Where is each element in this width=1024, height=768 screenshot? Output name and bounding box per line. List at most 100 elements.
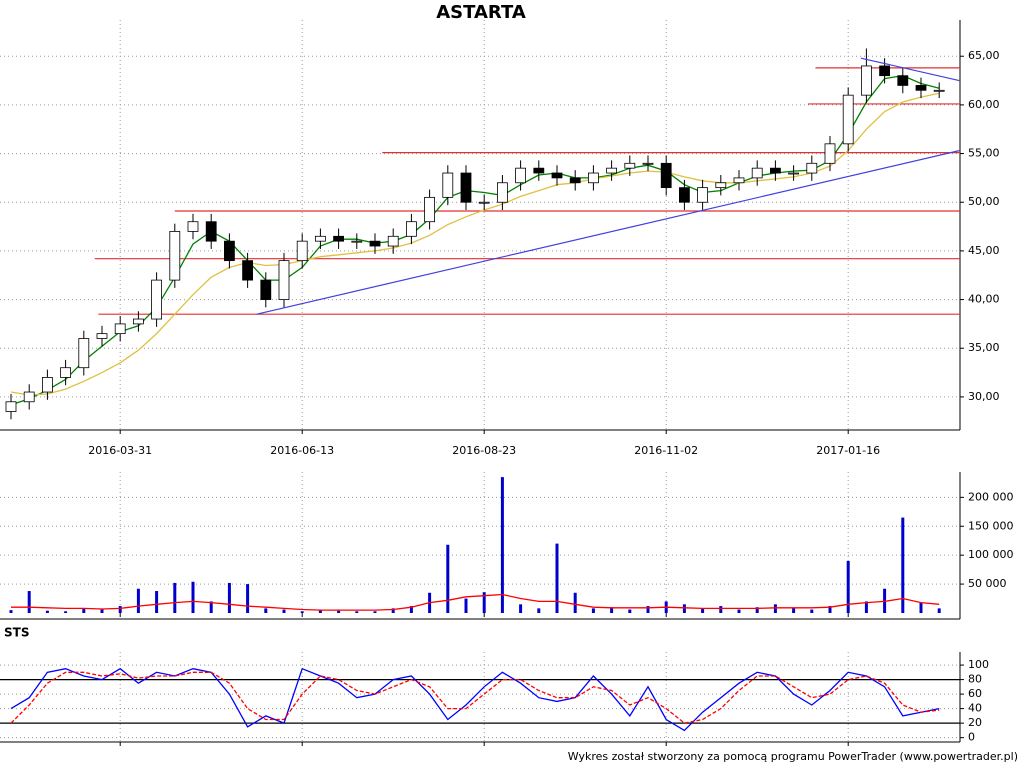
y-tick-label: 200 000 bbox=[968, 490, 1014, 503]
volume-bar bbox=[191, 581, 195, 613]
y-tick-label: 80 bbox=[968, 673, 982, 686]
candle-body bbox=[660, 162, 672, 189]
candle-body bbox=[42, 377, 53, 393]
candle-body bbox=[296, 240, 308, 262]
candle-body bbox=[223, 240, 235, 262]
volume-bar bbox=[373, 611, 377, 613]
volume-bar bbox=[264, 608, 268, 613]
volume-bar bbox=[409, 606, 413, 613]
y-tick-label: 0 bbox=[968, 731, 975, 744]
y-tick-label: 30,00 bbox=[968, 390, 1000, 403]
x-tick-label: 2016-03-31 bbox=[88, 444, 152, 457]
candle-body bbox=[260, 279, 272, 300]
footer: Wykres został stworzony za pomocą progra… bbox=[568, 750, 1018, 763]
volume-bar bbox=[45, 610, 49, 613]
candle-body bbox=[151, 279, 163, 320]
volume-bar bbox=[682, 604, 686, 613]
candle-body bbox=[23, 391, 35, 403]
volume-bar bbox=[246, 584, 250, 613]
y-tick-label: 35,00 bbox=[968, 341, 1000, 354]
volume-bar bbox=[355, 611, 359, 613]
volume-bar bbox=[136, 588, 140, 613]
volume-bar bbox=[937, 608, 941, 613]
candle-body bbox=[751, 167, 763, 179]
moving-average bbox=[10, 75, 940, 406]
candle-body bbox=[824, 143, 836, 164]
volume-average bbox=[11, 593, 940, 611]
volume-bar bbox=[810, 609, 814, 613]
volume-bar bbox=[701, 608, 705, 613]
volume-bar bbox=[755, 607, 759, 613]
y-tick-label: 20 bbox=[968, 716, 982, 729]
volume-bar bbox=[828, 606, 832, 613]
candle-body bbox=[424, 196, 436, 223]
volume-bar bbox=[719, 606, 723, 613]
volume-bar bbox=[628, 609, 632, 613]
trend-line bbox=[860, 57, 960, 82]
y-tick-label: 55,00 bbox=[968, 147, 1000, 160]
volume-bar bbox=[227, 582, 231, 613]
candle-body bbox=[132, 318, 144, 325]
oscillator-line bbox=[10, 667, 940, 732]
volume-bar bbox=[300, 611, 304, 613]
candle-body bbox=[205, 221, 217, 242]
volume-bar bbox=[209, 601, 213, 613]
candle-body bbox=[369, 240, 381, 247]
volume-bar bbox=[519, 604, 523, 613]
y-tick-label: 40,00 bbox=[968, 293, 1000, 306]
volume-bar bbox=[901, 517, 905, 613]
chart-title: ASTARTA bbox=[436, 2, 526, 23]
candle-body bbox=[242, 260, 254, 281]
trend-line bbox=[256, 150, 960, 315]
candle-body bbox=[861, 65, 872, 96]
candle-body bbox=[60, 367, 71, 378]
x-tick-label: 2016-06-13 bbox=[270, 444, 334, 457]
candle-body bbox=[733, 177, 745, 184]
volume-bar bbox=[282, 609, 286, 613]
candle-body bbox=[915, 85, 927, 91]
candle-body bbox=[333, 235, 345, 242]
volume-bar bbox=[446, 544, 450, 613]
candle-body bbox=[697, 187, 708, 203]
candle-body bbox=[187, 221, 199, 232]
volume-bar bbox=[864, 601, 868, 613]
candle-body bbox=[114, 323, 126, 335]
volume-bar bbox=[792, 608, 796, 613]
volume-bar bbox=[537, 608, 541, 613]
candle-body bbox=[460, 172, 472, 203]
candle-body bbox=[679, 187, 690, 203]
candle-body bbox=[569, 177, 581, 184]
volume-bar bbox=[573, 592, 577, 613]
volume-bar bbox=[118, 606, 122, 613]
y-tick-label: 45,00 bbox=[968, 244, 1000, 257]
volume-bar bbox=[482, 592, 486, 613]
candle-body bbox=[515, 167, 526, 184]
candle-body bbox=[897, 75, 909, 86]
volume-bar bbox=[82, 608, 86, 613]
candle-body bbox=[770, 167, 781, 174]
volume-bar bbox=[846, 560, 850, 613]
candle-body bbox=[278, 260, 290, 300]
volume-bar bbox=[610, 607, 614, 613]
volume-bar bbox=[464, 598, 468, 613]
candle-body bbox=[606, 167, 617, 174]
volume-bar bbox=[773, 604, 777, 613]
volume-bar bbox=[27, 591, 31, 613]
y-tick-label: 50,00 bbox=[968, 195, 1000, 208]
candle-body bbox=[96, 333, 108, 339]
volume-bar bbox=[919, 602, 923, 613]
y-tick-label: 100 bbox=[968, 658, 989, 671]
candle-body bbox=[715, 182, 727, 189]
candle-body bbox=[533, 167, 545, 174]
candle-body bbox=[933, 89, 945, 92]
candle-body bbox=[5, 401, 17, 412]
candle-body bbox=[624, 162, 636, 169]
candle-body bbox=[842, 94, 854, 145]
oscillator-line bbox=[10, 671, 940, 724]
volume-bar bbox=[173, 582, 177, 613]
candle-body bbox=[442, 172, 454, 198]
candle-body bbox=[496, 182, 508, 203]
x-tick-label: 2016-08-23 bbox=[452, 444, 516, 457]
